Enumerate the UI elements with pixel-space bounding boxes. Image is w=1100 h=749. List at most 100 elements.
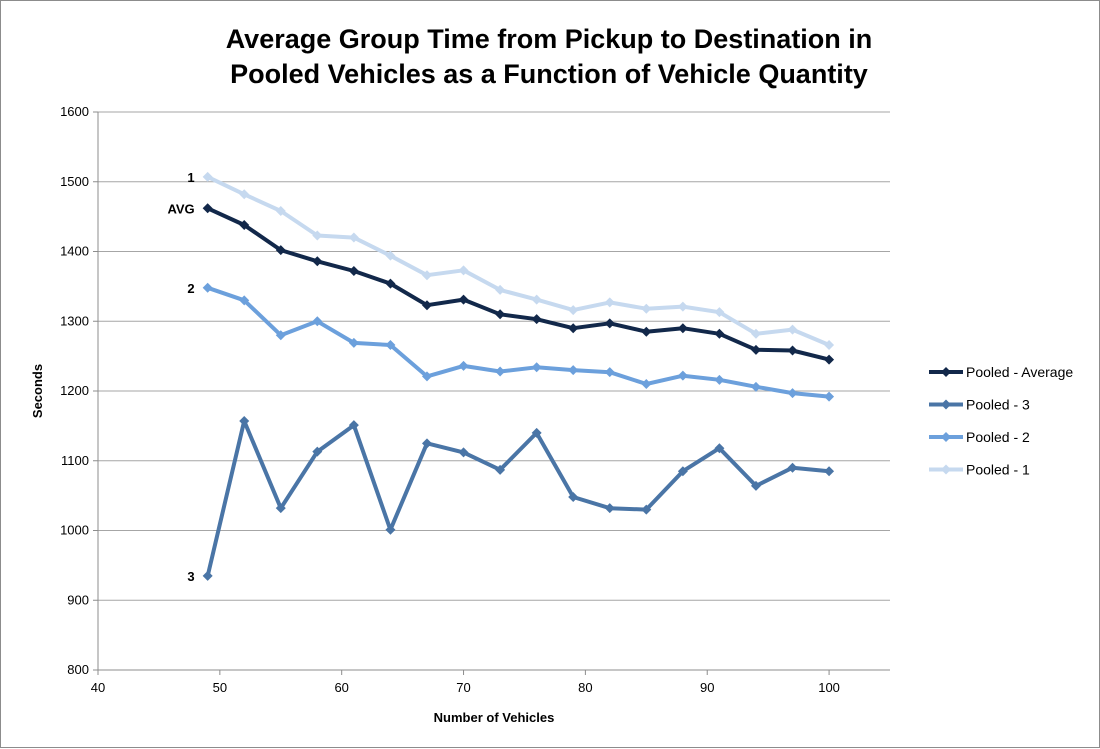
data-point-pooled-3	[421, 438, 432, 449]
legend-label: Pooled - Average	[966, 364, 1073, 380]
data-point-pooled-1	[750, 328, 761, 339]
legend-item-pooled-1: Pooled - 1	[929, 462, 1030, 478]
y-tick-label: 1400	[60, 244, 89, 259]
legend-label: Pooled - 3	[966, 397, 1030, 413]
data-point-pooled-average	[824, 354, 835, 365]
x-tick-label: 40	[91, 680, 105, 695]
data-point-pooled-3	[714, 443, 725, 454]
data-point-pooled-3	[568, 492, 579, 503]
data-point-pooled-2	[604, 367, 615, 378]
data-point-pooled-3	[348, 420, 359, 431]
chart-title-line-2: Pooled Vehicles as a Function of Vehicle…	[230, 59, 868, 89]
series-line-pooled-3	[205, 419, 832, 578]
legend-marker	[941, 367, 951, 377]
data-point-pooled-average	[714, 328, 725, 339]
legend-marker	[941, 432, 951, 442]
data-point-pooled-3	[750, 480, 761, 491]
data-point-pooled-2	[458, 360, 469, 371]
data-point-pooled-average	[641, 326, 652, 337]
data-point-pooled-1	[421, 270, 432, 281]
y-tick-label: 1000	[60, 523, 89, 538]
data-point-pooled-average	[421, 300, 432, 311]
data-point-pooled-1	[568, 305, 579, 316]
data-point-pooled-1	[495, 284, 506, 295]
data-point-pooled-3	[677, 466, 688, 477]
x-tick-label: 60	[334, 680, 348, 695]
legend-item-pooled-2: Pooled - 2	[929, 429, 1030, 445]
annotation-layer: 1 AVG 2 3	[167, 170, 194, 584]
series-pooled-2	[202, 282, 835, 402]
data-point-pooled-3	[641, 504, 652, 515]
annotation-label: AVG	[167, 201, 194, 216]
data-point-pooled-3	[495, 464, 506, 475]
series-pooled-3	[202, 415, 835, 581]
data-point-pooled-3	[312, 446, 323, 457]
data-point-pooled-3	[239, 415, 250, 426]
data-point-pooled-2	[348, 337, 359, 348]
data-point-pooled-average	[787, 345, 798, 356]
data-point-pooled-1	[641, 303, 652, 314]
data-point-pooled-average	[750, 344, 761, 355]
data-point-pooled-average	[312, 256, 323, 267]
data-point-pooled-average	[458, 294, 469, 305]
legend-marker	[941, 399, 951, 410]
legend: Pooled - Average Pooled - 3 Pooled - 2 Pool…	[929, 364, 1073, 478]
data-point-pooled-average	[239, 219, 250, 230]
data-point-pooled-average	[202, 203, 213, 214]
y-axis-label: Seconds	[30, 364, 45, 418]
series-layer	[202, 171, 835, 581]
x-tick-label: 80	[578, 680, 592, 695]
data-point-pooled-3	[604, 503, 615, 514]
legend-item-pooled-average: Pooled - Average	[929, 364, 1073, 380]
legend-marker	[941, 464, 951, 475]
x-axis-label: Number of Vehicles	[434, 710, 555, 725]
series-pooled-average	[202, 203, 835, 365]
data-point-pooled-2	[275, 330, 286, 341]
data-point-pooled-1	[604, 297, 615, 308]
y-tick-label: 1600	[60, 104, 89, 119]
data-point-pooled-2	[641, 379, 652, 390]
data-point-pooled-average	[275, 245, 286, 256]
data-point-pooled-1	[348, 232, 359, 243]
data-point-pooled-average	[495, 309, 506, 320]
legend-item-pooled-3: Pooled - 3	[929, 397, 1030, 413]
data-point-pooled-2	[531, 362, 542, 373]
data-point-pooled-1	[275, 206, 286, 217]
data-point-pooled-average	[568, 323, 579, 334]
data-point-pooled-average	[385, 278, 396, 289]
data-point-pooled-average	[604, 318, 615, 329]
y-tick-label: 800	[67, 662, 89, 677]
data-point-pooled-1	[531, 294, 542, 305]
y-tick-label: 1100	[61, 453, 89, 468]
data-point-pooled-3	[202, 570, 213, 581]
data-point-pooled-1	[787, 324, 798, 335]
data-point-pooled-3	[824, 466, 835, 477]
y-tick-label: 1300	[60, 313, 89, 328]
annotation-label: 1	[187, 170, 194, 185]
data-point-pooled-2	[677, 370, 688, 381]
data-point-pooled-3	[385, 524, 396, 535]
data-point-pooled-1	[824, 339, 835, 350]
data-point-pooled-2	[824, 391, 835, 402]
data-point-pooled-2	[495, 366, 506, 377]
data-point-pooled-1	[385, 250, 396, 261]
y-tick-label: 900	[67, 592, 89, 607]
series-line-pooled-2	[205, 285, 832, 399]
data-point-pooled-1	[239, 189, 250, 200]
chart-title-line-1: Average Group Time from Pickup to Destin…	[226, 24, 873, 54]
x-tick-label: 50	[213, 680, 227, 695]
legend-label: Pooled - 2	[966, 429, 1030, 445]
y-tick-label: 1500	[60, 174, 89, 189]
data-point-pooled-3	[275, 503, 286, 514]
data-point-pooled-2	[568, 365, 579, 376]
data-point-pooled-average	[677, 323, 688, 334]
data-point-pooled-2	[385, 339, 396, 350]
data-point-pooled-2	[312, 316, 323, 327]
annotation-label: 3	[187, 569, 194, 584]
data-point-pooled-2	[421, 371, 432, 382]
series-line-pooled-1	[205, 174, 832, 347]
x-tick-label: 70	[456, 680, 470, 695]
